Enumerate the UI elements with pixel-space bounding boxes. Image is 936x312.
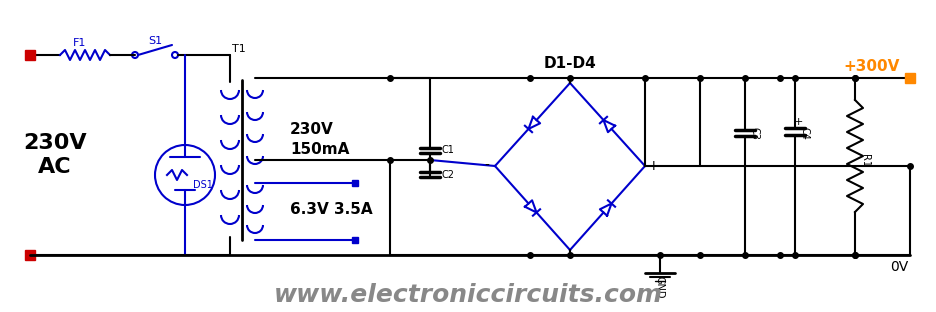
Text: T1: T1 [232,44,245,54]
Text: D1-D4: D1-D4 [543,56,595,71]
Text: C4: C4 [799,127,809,139]
Text: C1: C1 [442,145,454,155]
Text: +: + [647,159,658,173]
Text: +300V: +300V [842,59,899,74]
Text: 0V: 0V [889,260,907,274]
Text: +: + [793,117,802,127]
Text: -: - [484,159,489,173]
Text: F1: F1 [73,38,87,48]
Text: S1: S1 [148,36,162,46]
Text: R1: R1 [859,154,869,167]
Text: 6.3V 3.5A: 6.3V 3.5A [289,202,373,217]
Text: 230V
AC: 230V AC [23,134,87,177]
Text: GND: GND [654,276,665,298]
Text: C2: C2 [442,170,455,180]
Text: C3: C3 [749,127,759,139]
Text: 150mA: 150mA [289,143,349,158]
Text: 230V: 230V [289,123,333,138]
Text: DS1: DS1 [193,180,212,190]
Text: www.electroniccircuits.com: www.electroniccircuits.com [273,283,662,307]
